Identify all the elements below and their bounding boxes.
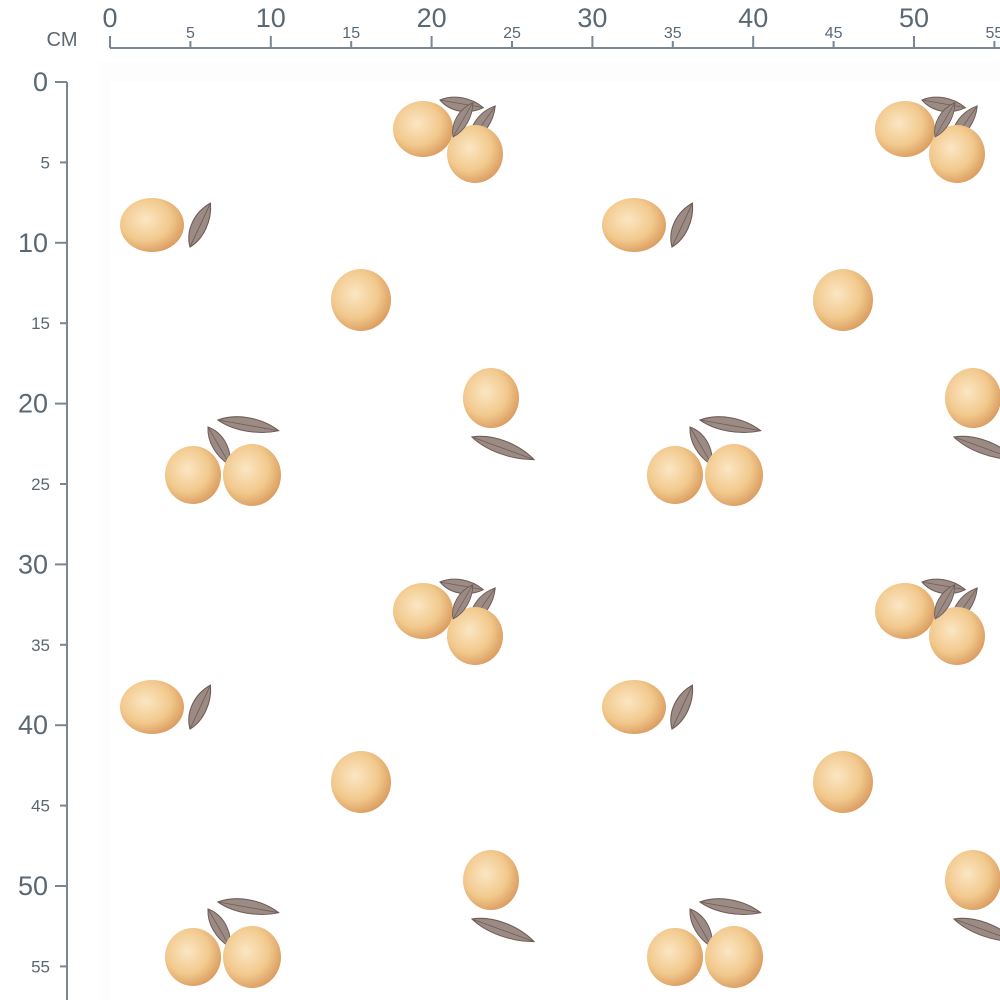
top-tick-label: 20 bbox=[417, 3, 447, 33]
top-tick-label: 0 bbox=[102, 3, 117, 33]
top-tick-label: 10 bbox=[256, 3, 286, 33]
top-tick-label: 15 bbox=[342, 25, 360, 42]
left-tick-label: 10 bbox=[18, 228, 48, 258]
top-tick-label: 50 bbox=[899, 3, 929, 33]
top-tick-label: 35 bbox=[664, 25, 682, 42]
left-tick-label: 55 bbox=[31, 957, 50, 976]
left-tick-label: 40 bbox=[18, 710, 48, 740]
left-ruler-bg bbox=[0, 0, 100, 1000]
top-tick-label: 5 bbox=[186, 25, 195, 42]
top-tick-label: 45 bbox=[825, 25, 843, 42]
left-tick-label: 50 bbox=[18, 871, 48, 901]
left-tick-label: 35 bbox=[31, 636, 50, 655]
left-tick-label: 30 bbox=[18, 549, 48, 579]
left-tick-label: 15 bbox=[31, 314, 50, 333]
top-tick-label: 25 bbox=[503, 25, 521, 42]
left-tick-label: 25 bbox=[31, 475, 50, 494]
ruler-ticks: 0 5 10 15 20 25 30 35 40 45 50 55 0 5 10 15 20 25 30 35 40 45… bbox=[18, 3, 1000, 976]
top-tick-label: 40 bbox=[738, 3, 768, 33]
fabric-pattern bbox=[110, 82, 1000, 1000]
left-tick-label: 0 bbox=[33, 67, 48, 97]
left-tick-label: 45 bbox=[31, 797, 50, 816]
top-tick-label: 55 bbox=[986, 25, 1000, 42]
ruler-unit: CM bbox=[46, 29, 77, 51]
top-tick-label: 30 bbox=[577, 3, 607, 33]
left-tick-label: 5 bbox=[41, 153, 50, 172]
top-ruler-bg bbox=[0, 0, 1000, 62]
left-tick-label: 20 bbox=[18, 389, 48, 419]
